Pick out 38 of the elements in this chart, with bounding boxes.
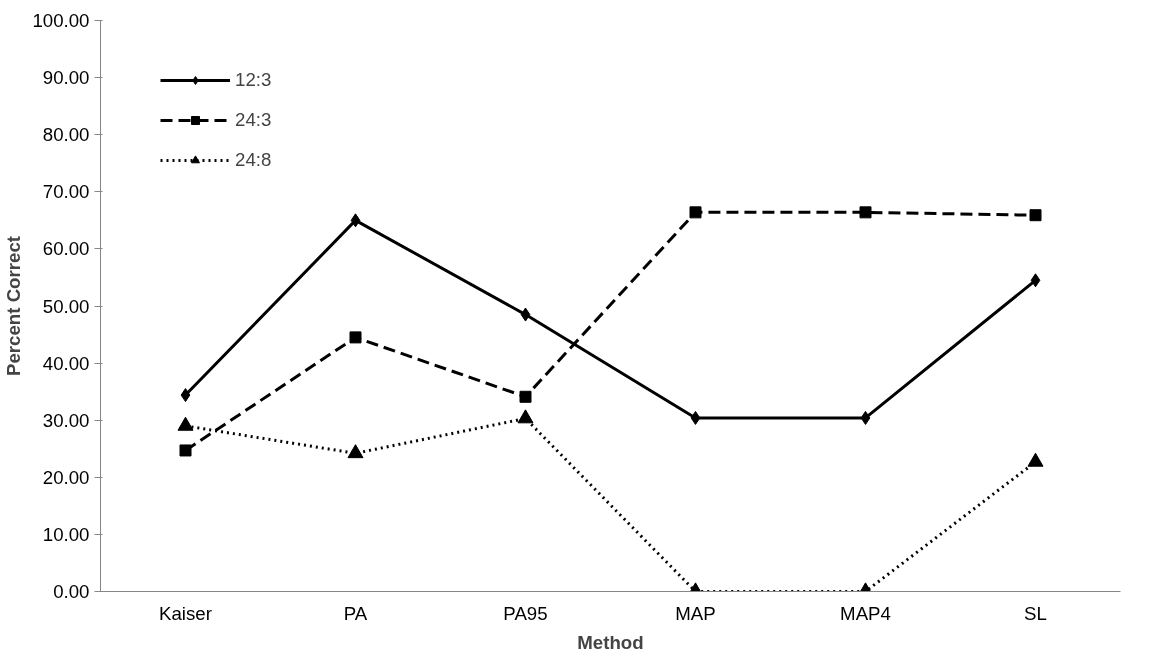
point	[349, 331, 362, 344]
legend-label: 24:8	[235, 149, 272, 171]
y-tick-label: 30.00	[42, 409, 90, 431]
y-tick-label: 100.00	[32, 10, 90, 31]
point	[347, 444, 364, 459]
legend-label: 24:3	[235, 109, 272, 131]
y-tick-label: 80.00	[42, 124, 90, 146]
y-tick-label: 70.00	[42, 181, 90, 203]
point	[350, 213, 361, 228]
point	[689, 206, 702, 219]
y-tick-label: 60.00	[42, 238, 90, 260]
y-tick-label: 40.00	[42, 352, 90, 374]
point	[1027, 452, 1044, 467]
point	[519, 390, 532, 403]
point	[859, 206, 872, 219]
x-tick-label: SL	[1024, 602, 1047, 624]
legend-label: 12:3	[235, 69, 272, 91]
y-tick-label: 50.00	[42, 295, 90, 317]
x-tick-label: Kaiser	[159, 602, 212, 624]
y-tick-label: 90.00	[42, 67, 90, 89]
point	[177, 416, 194, 431]
y-tick-label: 0.00	[53, 581, 90, 602]
x-axis-title: Method	[577, 631, 644, 653]
point	[690, 410, 701, 425]
y-axis-title: Percent Correct	[3, 236, 25, 376]
y-tick-label: 10.00	[42, 523, 90, 545]
point	[860, 410, 871, 425]
point	[520, 307, 531, 322]
point	[517, 409, 534, 424]
point	[180, 388, 191, 403]
x-tick-label: MAP4	[840, 602, 891, 624]
point	[179, 444, 192, 457]
x-tick-label: MAP	[675, 602, 716, 624]
x-tick-label: PA95	[503, 602, 548, 624]
point	[1030, 273, 1041, 288]
x-tick-label: PA	[343, 602, 368, 624]
point	[1029, 209, 1042, 222]
y-tick-label: 20.00	[42, 466, 90, 488]
